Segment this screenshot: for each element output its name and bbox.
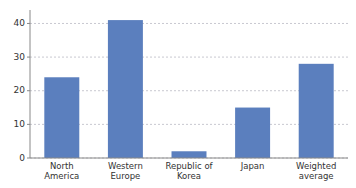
x-axis-line: [30, 158, 348, 159]
bar: [172, 151, 207, 158]
x-tick-label-line: Japan: [240, 161, 265, 171]
x-tick-label-line: America: [44, 171, 79, 181]
y-tick-label: 0: [19, 153, 25, 163]
x-tick-label-line: Republic of: [165, 161, 213, 171]
x-tick-label: NorthAmerica: [44, 161, 79, 181]
y-tick-label: 10: [14, 119, 26, 129]
chart-container: 0 10 20 30 40 NorthAmerica WesternEurope Republ…: [0, 0, 356, 188]
bar: [44, 77, 79, 158]
y-axis: 0 10 20 30 40: [14, 10, 30, 163]
bar: [299, 64, 334, 158]
x-tick-label: Weightedaverage: [296, 161, 336, 181]
x-tick-label-line: Korea: [177, 171, 201, 181]
bar: [235, 108, 270, 158]
x-tick-label-line: Europe: [110, 171, 140, 181]
x-axis: NorthAmerica WesternEurope Republic ofKore…: [30, 158, 348, 181]
y-tick-label: 40: [14, 18, 26, 28]
bars: [44, 20, 333, 158]
x-tick-label: WesternEurope: [108, 161, 143, 181]
bar: [108, 20, 143, 158]
y-tick-label: 20: [14, 85, 26, 95]
grid: [30, 23, 348, 158]
x-tick-label: Republic ofKorea: [165, 161, 213, 181]
x-tick-label: Japan: [240, 161, 265, 171]
y-axis-line: [30, 10, 31, 158]
grid-line: [30, 158, 348, 159]
grid-line: [30, 23, 348, 24]
page: {"chart_data": {"type": "bar", "categori…: [0, 0, 356, 188]
chart-svg: 0 10 20 30 40 NorthAmerica WesternEurope Republ…: [0, 0, 356, 188]
x-tick-label-line: North: [50, 161, 74, 171]
y-tick-label: 30: [14, 52, 26, 62]
x-tick-label-line: Weighted: [296, 161, 336, 171]
grid-line: [30, 57, 348, 58]
x-tick-label-line: Western: [108, 161, 143, 171]
x-tick-label-line: average: [299, 171, 334, 181]
